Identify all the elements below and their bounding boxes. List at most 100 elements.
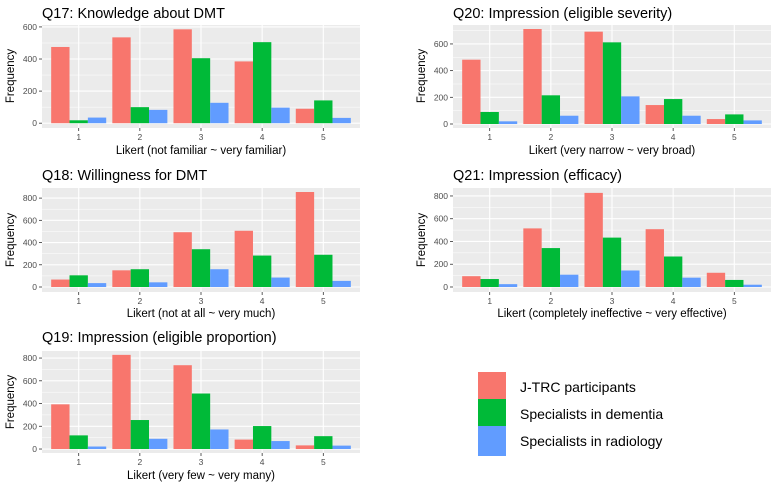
- x-tick-label: 2: [137, 457, 142, 467]
- bar-j-trc-participants-4: [645, 229, 664, 287]
- x-axis-label: Likert (completely ineffective ~ very ef…: [497, 308, 727, 320]
- bar-j-trc-participants-5: [706, 119, 726, 124]
- bar-specialists-in-dementia-3: [191, 249, 211, 287]
- bar-specialists-in-dementia-1: [69, 275, 88, 287]
- y-axis-label: Frequency: [416, 213, 428, 268]
- y-tick-label: 600: [23, 376, 37, 386]
- bar-specialists-in-dementia-4: [252, 42, 272, 124]
- bar-specialists-in-dementia-5: [314, 254, 333, 287]
- x-tick-label: 4: [671, 296, 676, 306]
- y-tick-label: 800: [23, 353, 37, 363]
- y-tick-label: 400: [23, 238, 37, 248]
- bar-specialists-in-radiology-1: [87, 446, 107, 450]
- x-tick-label: 2: [548, 296, 553, 306]
- x-tick-label: 3: [199, 132, 204, 142]
- bar-j-trc-participants-1: [51, 46, 70, 124]
- panel-q19: 0 200 400 600 800 1 2 3 4 5 Q19: Impression (elig…: [5, 330, 360, 482]
- x-tick-label: 4: [260, 457, 265, 467]
- panel-q17: 0 200 400 600 1 2 3 4 5 Q17: Knowledge about DMT…: [5, 6, 360, 157]
- bar-j-trc-participants-3: [584, 192, 603, 287]
- bar-j-trc-participants-2: [523, 228, 542, 287]
- y-tick-label: 0: [32, 282, 37, 292]
- bar-j-trc-participants-1: [51, 404, 70, 450]
- bar-j-trc-participants-3: [173, 365, 192, 450]
- legend: J-TRC participants Specialists in dement…: [478, 372, 663, 456]
- bar-specialists-in-dementia-1: [69, 120, 88, 124]
- legend-swatch-dementia: [478, 399, 506, 429]
- plot-area: 0 200 400 600 800 1 2 3 4 5: [23, 188, 360, 306]
- bar-specialists-in-radiology-4: [682, 277, 701, 287]
- bar-j-trc-participants-1: [462, 276, 481, 287]
- bar-specialists-in-radiology-5: [332, 117, 351, 124]
- x-tick-label: 3: [199, 457, 204, 467]
- y-tick-label: 400: [23, 54, 37, 64]
- bar-j-trc-participants-3: [173, 232, 192, 287]
- panel-q18: 0 200 400 600 800 1 2 3 4 5 Q18: Willingness for …: [5, 168, 360, 320]
- bar-specialists-in-dementia-1: [69, 435, 88, 450]
- y-tick-label: 200: [23, 86, 37, 96]
- x-tick-label: 1: [76, 132, 81, 142]
- x-tick-label: 1: [76, 296, 81, 306]
- bar-j-trc-participants-3: [173, 29, 192, 124]
- bar-j-trc-participants-2: [112, 37, 131, 124]
- bar-j-trc-participants-4: [234, 230, 253, 287]
- plot-area: 0 200 400 600 800 1 2 3 4 5: [23, 351, 360, 467]
- bar-specialists-in-dementia-3: [602, 237, 622, 287]
- bar-specialists-in-dementia-4: [663, 256, 683, 287]
- bar-specialists-in-dementia-2: [541, 95, 561, 124]
- x-tick-label: 3: [610, 296, 615, 306]
- bar-j-trc-participants-4: [234, 61, 253, 124]
- y-tick-label: 600: [434, 214, 448, 224]
- y-tick-label: 400: [23, 399, 37, 409]
- plot-area: 0 200 400 600 1 2 3 4 5: [23, 22, 360, 142]
- x-axis-label: Likert (not familiar ~ very familiar): [116, 145, 286, 157]
- bar-j-trc-participants-4: [234, 439, 253, 450]
- bar-j-trc-participants-1: [462, 59, 481, 124]
- x-tick-label: 1: [487, 132, 492, 142]
- bar-j-trc-participants-2: [112, 354, 131, 450]
- bar-specialists-in-radiology-5: [332, 445, 351, 450]
- bar-specialists-in-radiology-2: [560, 115, 579, 124]
- legend-label: Specialists in dementia: [520, 406, 663, 422]
- x-tick-label: 2: [137, 296, 142, 306]
- bar-specialists-in-radiology-2: [149, 282, 168, 287]
- bar-specialists-in-dementia-3: [191, 58, 211, 124]
- y-tick-label: 0: [32, 444, 37, 454]
- y-tick-label: 800: [434, 191, 448, 201]
- bar-j-trc-participants-3: [584, 31, 603, 124]
- x-tick-label: 4: [260, 132, 265, 142]
- bar-specialists-in-dementia-1: [480, 111, 499, 124]
- x-tick-label: 4: [260, 296, 265, 306]
- x-tick-label: 1: [487, 296, 492, 306]
- y-axis-label: Frequency: [5, 375, 17, 430]
- y-tick-label: 600: [23, 215, 37, 225]
- x-axis-label: Likert (very narrow ~ very broad): [529, 145, 696, 157]
- legend-swatch-radiology: [478, 426, 506, 456]
- bar-specialists-in-dementia-5: [314, 100, 333, 124]
- plot-area: 0 200 400 600 800 1 2 3 4 5: [434, 188, 771, 306]
- bar-specialists-in-dementia-2: [130, 107, 150, 124]
- x-tick-label: 3: [199, 296, 204, 306]
- panel-title: Q17: Knowledge about DMT: [42, 6, 225, 22]
- panel-title: Q19: Impression (eligible proportion): [42, 330, 277, 346]
- bar-specialists-in-radiology-1: [87, 117, 107, 124]
- x-tick-label: 5: [732, 132, 737, 142]
- y-axis-label: Frequency: [5, 213, 17, 268]
- y-axis-label: Frequency: [5, 49, 17, 104]
- legend-swatch-jtrc: [478, 372, 506, 402]
- panel-title: Q20: Impression (eligible severity): [453, 6, 672, 22]
- bar-j-trc-participants-2: [112, 270, 131, 287]
- x-tick-label: 4: [671, 132, 676, 142]
- bar-specialists-in-radiology-4: [271, 441, 290, 450]
- bar-specialists-in-radiology-3: [210, 102, 229, 124]
- y-tick-label: 0: [443, 119, 448, 129]
- legend-label: J-TRC participants: [520, 379, 636, 395]
- bar-j-trc-participants-2: [523, 29, 542, 124]
- panel-q20: 0 200 400 600 1 2 3 4 5 Q20: Impression (eligibl…: [416, 6, 771, 157]
- bar-specialists-in-dementia-4: [663, 99, 683, 124]
- x-tick-label: 5: [321, 296, 326, 306]
- x-tick-label: 5: [732, 296, 737, 306]
- y-tick-label: 200: [434, 92, 448, 102]
- bar-specialists-in-dementia-3: [602, 42, 622, 124]
- bar-j-trc-participants-5: [295, 108, 315, 124]
